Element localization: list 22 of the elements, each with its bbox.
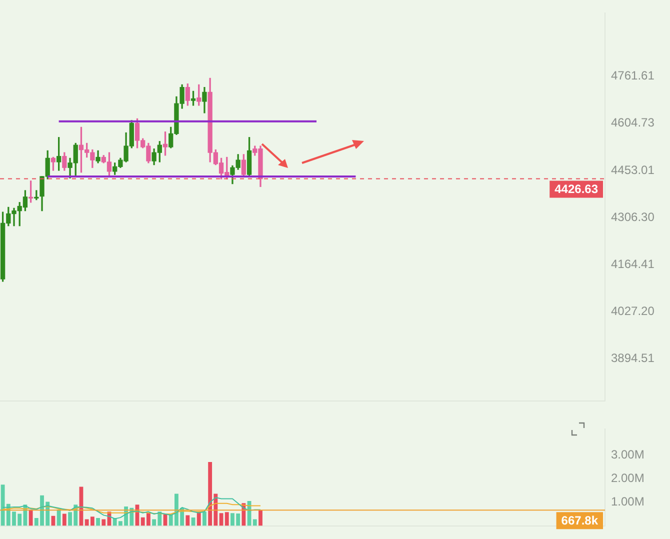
- y-tick-label: 4027.20: [611, 304, 655, 318]
- bar: [56, 510, 61, 526]
- bar: [96, 518, 100, 526]
- y-tick-label: 3894.51: [611, 351, 655, 366]
- bar: [224, 512, 229, 526]
- bar: [252, 519, 257, 526]
- bar: [62, 514, 66, 526]
- y-tick-label: 3.00M: [611, 447, 644, 462]
- bar: [102, 519, 106, 526]
- y-tick-label: 4306.30: [611, 210, 655, 224]
- bar: [258, 510, 262, 526]
- y-tick-label: 4164.41: [611, 256, 655, 271]
- bar: [202, 512, 206, 526]
- y-tick-label: 2.00M: [611, 470, 644, 485]
- ref-line-label: 4426.63: [554, 182, 598, 196]
- ref-line-label: 667.8k: [561, 513, 598, 528]
- y-tick-label: 4453.01: [611, 162, 655, 177]
- y-tick-label: 1.00M: [611, 494, 644, 509]
- bar: [186, 515, 190, 526]
- y-tick-label: 4761.61: [611, 68, 655, 83]
- bar: [28, 510, 33, 526]
- y-tick-label: 4604.73: [611, 116, 655, 130]
